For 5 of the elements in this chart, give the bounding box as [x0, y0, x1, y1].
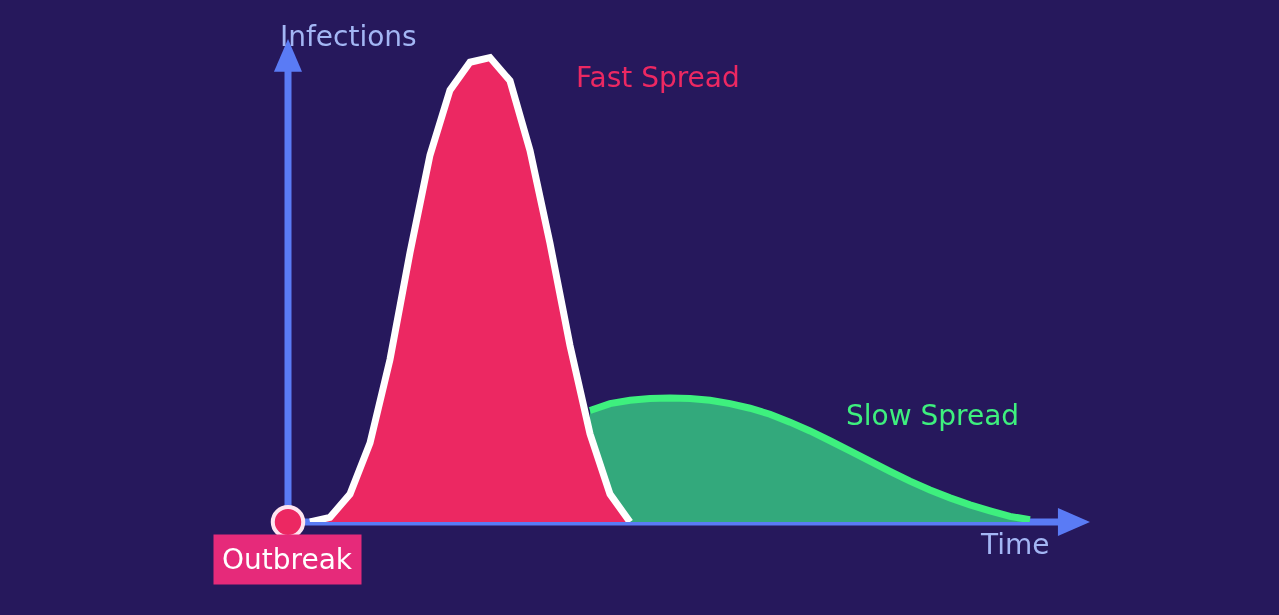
series-label: Slow Spread [846, 399, 1020, 432]
text: Outbreak [222, 543, 353, 576]
x-axis-title: Time [980, 528, 1050, 561]
y-axis-title: Infections [280, 20, 417, 53]
text: Fast Spread [576, 61, 740, 94]
